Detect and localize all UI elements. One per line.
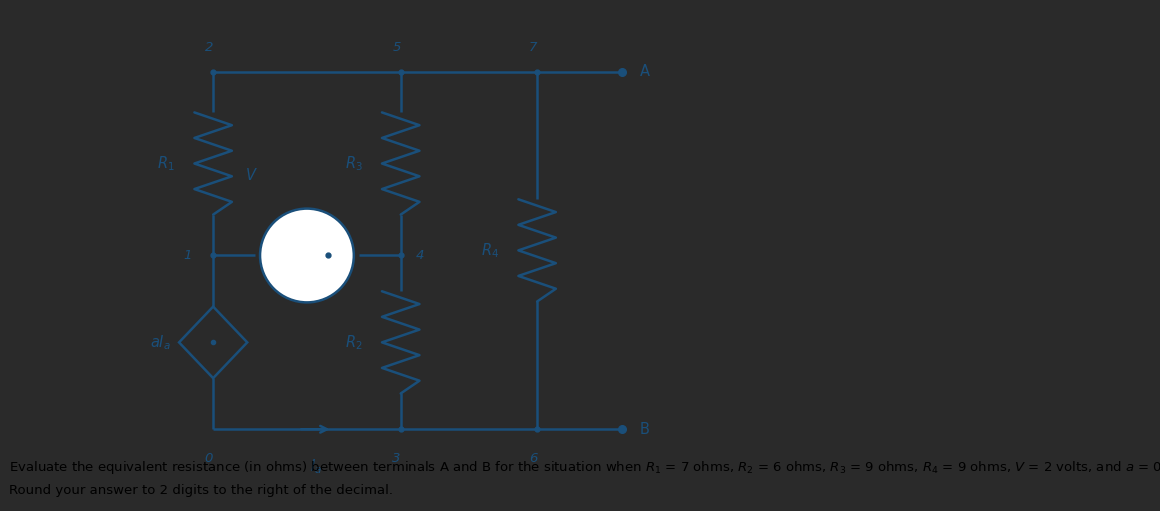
Text: $V$: $V$ [245, 167, 258, 183]
Text: $R_1$: $R_1$ [157, 154, 175, 173]
Text: 7: 7 [529, 41, 537, 54]
Text: Evaluate the equivalent resistance (in ohms) between terminals A and B for the s: Evaluate the equivalent resistance (in o… [8, 459, 1160, 476]
Text: 0: 0 [204, 452, 213, 465]
Text: 2: 2 [204, 41, 213, 54]
Text: B: B [639, 422, 650, 437]
Text: $R_4$: $R_4$ [480, 241, 499, 260]
Text: A: A [639, 64, 650, 79]
Text: $aI_a$: $aI_a$ [150, 333, 171, 352]
Text: $R_2$: $R_2$ [345, 333, 362, 352]
Text: 4: 4 [416, 249, 425, 262]
Ellipse shape [260, 208, 354, 303]
Text: 6: 6 [529, 452, 537, 465]
Text: 3: 3 [392, 452, 400, 465]
Text: Round your answer to 2 digits to the right of the decimal.: Round your answer to 2 digits to the rig… [8, 484, 392, 497]
Text: $R_3$: $R_3$ [345, 154, 362, 173]
Text: 5: 5 [392, 41, 400, 54]
Text: 1: 1 [183, 249, 191, 262]
Text: $I_a$: $I_a$ [310, 457, 321, 476]
